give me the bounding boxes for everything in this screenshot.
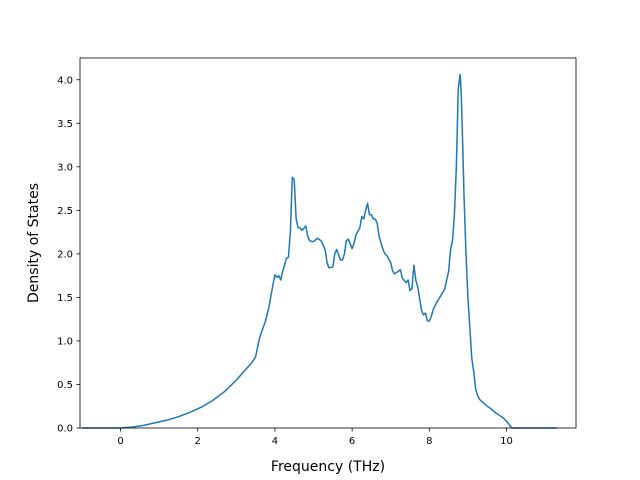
y-tick-label: 3.0 [57, 162, 73, 173]
dos-series-line [81, 73, 557, 429]
y-tick-label: 2.5 [57, 206, 73, 217]
plot-area [80, 58, 576, 428]
x-tick-label: 2 [195, 436, 201, 447]
x-tick-label: 0 [117, 436, 123, 447]
y-tick-label: 0.0 [57, 424, 73, 435]
y-tick-label: 4.0 [57, 75, 73, 86]
y-tick-label: 2.0 [57, 249, 73, 260]
x-tick-label: 4 [272, 436, 278, 447]
x-tick-label: 8 [426, 436, 432, 447]
x-tick-label: 10 [500, 436, 513, 447]
plot-frame [79, 57, 577, 429]
y-tick-label: 1.5 [57, 293, 73, 304]
y-tick-label: 0.5 [57, 380, 73, 391]
y-tick-label: 1.0 [57, 336, 73, 347]
y-axis-ticks: 0.0 0.5 1.0 1.5 2.0 2.5 3.0 3.5 4.0 [57, 75, 80, 435]
y-axis-title: Density of States [26, 183, 42, 303]
y-tick-label: 3.5 [57, 119, 73, 130]
x-axis-ticks: 0 2 4 6 8 10 [117, 428, 513, 447]
x-axis-title: Frequency (THz) [271, 459, 385, 475]
x-tick-label: 6 [349, 436, 355, 447]
